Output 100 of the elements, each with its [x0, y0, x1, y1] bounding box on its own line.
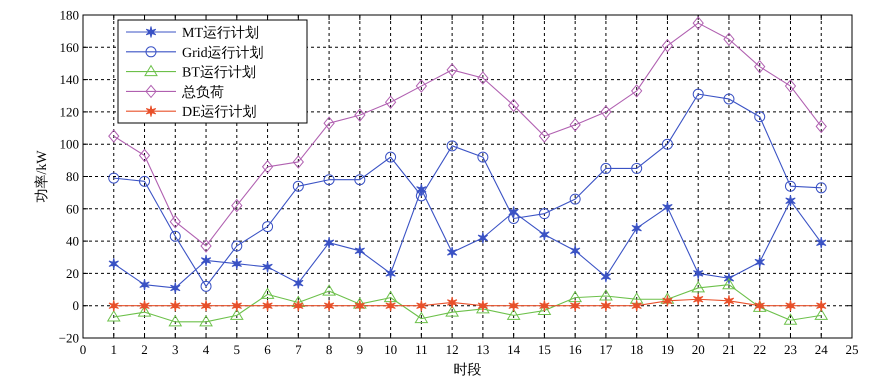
point — [385, 96, 396, 109]
point — [600, 105, 612, 118]
point — [660, 292, 674, 304]
point — [784, 314, 797, 325]
point — [416, 190, 427, 202]
point — [232, 258, 242, 270]
point — [692, 293, 704, 306]
x-tick-label: 24 — [814, 342, 828, 357]
point — [292, 180, 304, 192]
point — [231, 240, 242, 252]
x-tick-label: 16 — [568, 342, 582, 357]
x-tick-label: 10 — [384, 342, 398, 357]
point — [414, 312, 428, 324]
y-tick-label: 40 — [66, 234, 79, 249]
legend-label: BT运行计划 — [182, 64, 256, 81]
x-tick-label: 19 — [660, 342, 674, 357]
point — [446, 246, 458, 258]
point — [170, 300, 181, 312]
point — [446, 63, 458, 76]
point — [385, 300, 396, 312]
point — [354, 244, 366, 257]
point — [477, 152, 488, 163]
legend-label: MT运行计划 — [182, 25, 259, 41]
point — [754, 256, 765, 268]
point — [570, 244, 580, 257]
x-tick-label: 2 — [141, 342, 148, 357]
point — [292, 155, 304, 168]
point — [354, 300, 366, 312]
legend-label: Grid运行计划 — [182, 44, 264, 61]
point — [108, 172, 120, 184]
y-tick-label: 60 — [66, 201, 79, 216]
point — [816, 236, 826, 249]
point — [293, 300, 304, 312]
point — [784, 180, 796, 192]
point — [385, 267, 396, 280]
point — [446, 296, 458, 308]
y-tick-label: 0 — [72, 298, 79, 314]
point — [539, 228, 550, 241]
x-tick-label: 14 — [507, 342, 521, 357]
y-axis-title: 功率/kW — [34, 150, 50, 203]
point — [230, 308, 244, 320]
x-tick-label: 1 — [110, 342, 118, 357]
point — [508, 98, 520, 112]
point — [324, 116, 335, 130]
point — [478, 232, 488, 244]
x-tick-label: 9 — [356, 342, 364, 357]
point — [508, 213, 520, 224]
point — [354, 108, 366, 122]
point — [416, 80, 427, 93]
x-tick-label: 23 — [784, 342, 797, 357]
point — [692, 267, 704, 280]
point — [200, 239, 212, 252]
point — [200, 315, 213, 326]
point — [692, 281, 705, 292]
x-tick-label: 20 — [692, 342, 705, 357]
x-tick-label: 15 — [538, 342, 551, 357]
point — [539, 300, 550, 312]
y-tick-label: 100 — [60, 136, 79, 152]
point — [139, 278, 150, 291]
point — [570, 194, 581, 205]
x-tick-label: 6 — [264, 342, 272, 357]
point — [784, 80, 796, 93]
point — [446, 140, 458, 152]
legend-label: DE运行计划 — [182, 104, 257, 120]
point — [232, 300, 242, 312]
point — [170, 282, 181, 294]
x-tick-label: 13 — [476, 342, 490, 357]
point — [384, 291, 398, 302]
point — [354, 174, 366, 186]
point — [630, 292, 644, 304]
point — [200, 280, 212, 292]
point — [599, 290, 612, 301]
y-tick-label: 80 — [66, 169, 79, 184]
point — [785, 300, 796, 312]
point — [262, 300, 273, 312]
point — [107, 310, 120, 322]
legend-label: 总负荷 — [181, 84, 224, 100]
point — [324, 236, 334, 249]
y-tick-label: 180 — [60, 8, 79, 22]
point — [446, 306, 459, 317]
point — [538, 130, 550, 143]
point — [322, 284, 336, 296]
x-tick-label: 8 — [326, 342, 332, 357]
x-tick-label: 25 — [846, 342, 858, 357]
point — [261, 288, 274, 299]
x-tick-label: 4 — [202, 342, 210, 357]
x-tick-label: 21 — [722, 342, 736, 357]
point — [785, 194, 796, 207]
y-tick-label: 140 — [60, 72, 79, 88]
point — [200, 300, 212, 312]
point — [170, 215, 181, 228]
point — [385, 152, 396, 163]
point — [816, 182, 827, 194]
point — [662, 201, 673, 214]
point — [631, 222, 642, 234]
point — [231, 199, 242, 212]
point — [722, 278, 736, 290]
point — [108, 300, 120, 312]
point — [568, 291, 582, 302]
point — [416, 300, 427, 312]
